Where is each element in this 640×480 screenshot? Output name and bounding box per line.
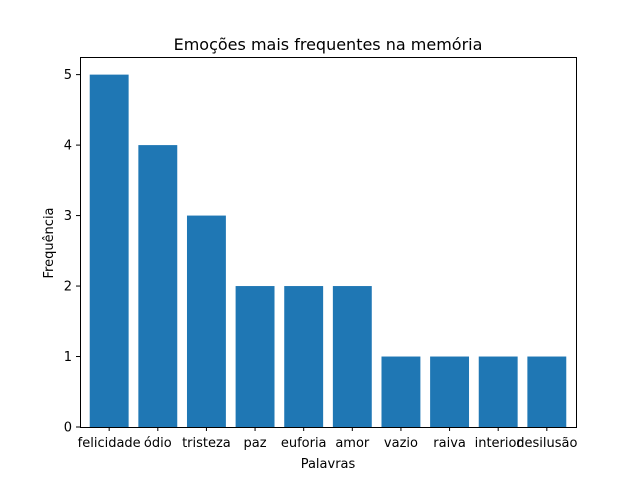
y-tick-label: 0 xyxy=(64,421,72,436)
y-tick-label: 2 xyxy=(64,280,72,295)
bar-desilusão xyxy=(527,356,567,427)
bar-raiva xyxy=(430,356,470,427)
y-tick-label: 1 xyxy=(64,350,72,365)
x-tick-label: paz xyxy=(244,436,267,451)
bar-paz xyxy=(235,286,275,427)
bar-felicidade xyxy=(89,74,129,427)
x-tick-label: interior xyxy=(475,436,523,451)
x-axis-label: Palavras xyxy=(301,457,356,472)
bar-tristeza xyxy=(186,215,226,427)
x-tick-label: raiva xyxy=(433,436,466,451)
bar-interior xyxy=(478,356,518,427)
y-tick-label: 5 xyxy=(64,68,72,83)
x-tick-label: felicidade xyxy=(78,436,141,451)
bars-group xyxy=(89,74,567,427)
plot-frame xyxy=(80,57,577,428)
y-axis: 0 1 2 3 4 5 xyxy=(64,68,80,436)
x-tick-label: vazio xyxy=(384,436,418,451)
x-tick-label: amor xyxy=(335,436,370,451)
x-tick-label: ódio xyxy=(144,436,172,451)
y-axis-label: Frequência xyxy=(42,207,57,278)
x-tick-label: euforia xyxy=(281,436,327,451)
x-tick-label: desilusão xyxy=(516,436,577,451)
bar-ódio xyxy=(138,145,178,427)
x-axis: felicidade ódio tristeza paz euforia amor vazi… xyxy=(78,427,577,451)
bar-euforia xyxy=(284,286,324,427)
bar-amor xyxy=(332,286,372,427)
bar-vazio xyxy=(381,356,421,427)
x-tick-label: tristeza xyxy=(182,436,231,451)
y-tick-label: 4 xyxy=(64,139,72,154)
chart-title: Emoções mais frequentes na memória xyxy=(174,35,483,54)
y-tick-label: 3 xyxy=(64,209,72,224)
